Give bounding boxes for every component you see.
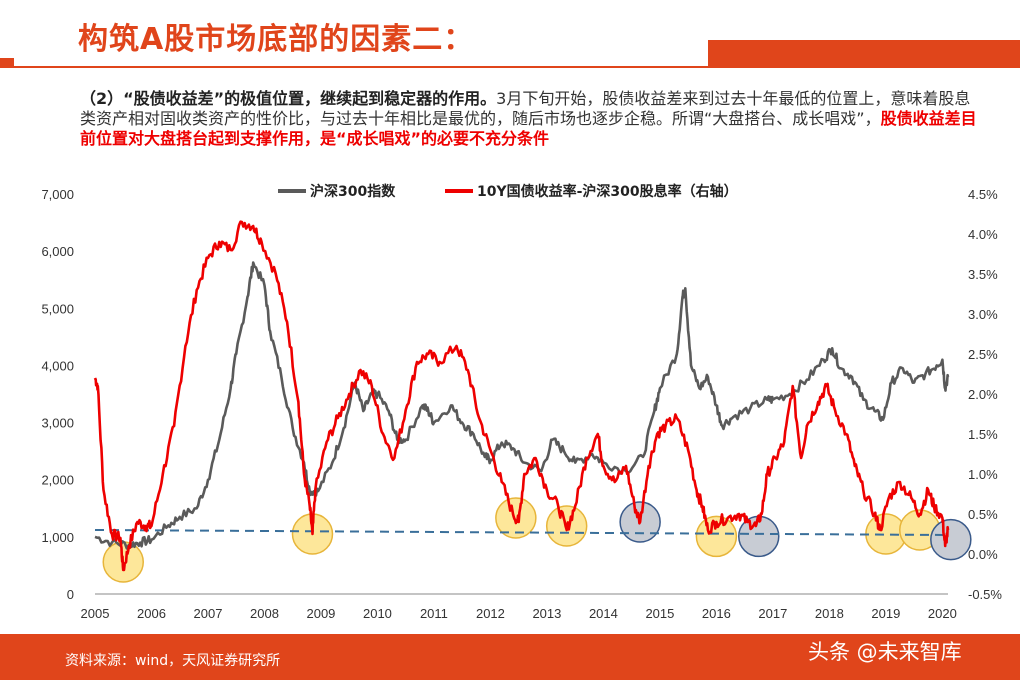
reference-dashed-line — [94, 529, 951, 536]
x-tick-label: 2005 — [81, 606, 110, 621]
y-right-tick-label: 1.0% — [968, 467, 998, 482]
x-tick-label: 2009 — [306, 606, 335, 621]
y-right-tick-label: 4.5% — [968, 187, 998, 202]
y-left-tick-label: 4,000 — [41, 358, 74, 373]
y-left-tick-label: 5,000 — [41, 301, 74, 316]
x-tick-label: 2007 — [194, 606, 223, 621]
y-right-tick-label: 3.0% — [968, 307, 998, 322]
x-tick-label: 2015 — [645, 606, 674, 621]
y-left-tick-label: 7,000 — [41, 187, 74, 202]
x-tick-label: 2008 — [250, 606, 279, 621]
y-left-tick-label: 6,000 — [41, 244, 74, 259]
footer-bar — [0, 634, 1020, 680]
y-axis-right: -0.5% 0.0% 0.5% 1.0% 1.5% 2.0% 2.5% 3.0% 3.5% 4.0… — [968, 187, 1002, 602]
y-left-tick-label: 0 — [67, 587, 74, 602]
x-tick-label: 2017 — [758, 606, 787, 621]
series-line-spread — [93, 220, 950, 572]
y-right-tick-label: 1.5% — [968, 427, 998, 442]
header-accent-mark — [0, 58, 14, 68]
highlight-circles — [102, 497, 972, 583]
x-tick-label: 2012 — [476, 606, 505, 621]
x-tick-label: 2018 — [815, 606, 844, 621]
y-right-tick-label: 2.5% — [968, 347, 998, 362]
x-tick-label: 2020 — [928, 606, 957, 621]
header-accent-bar — [708, 40, 1020, 68]
x-axis: 2005 2006 2007 2008 2009 2010 2011 2012 2013 2014… — [81, 593, 957, 621]
x-tick-label: 2014 — [589, 606, 618, 621]
legend-label-csi300: 沪深300指数 — [310, 183, 396, 200]
x-tick-label: 2013 — [532, 606, 561, 621]
y-right-tick-label: -0.5% — [968, 587, 1002, 602]
y-right-tick-label: 0.5% — [968, 507, 998, 522]
x-tick-label: 2011 — [420, 606, 448, 621]
y-axis-left: 0 1,000 2,000 3,000 4,000 5,000 6,000 7,000 — [41, 187, 74, 602]
intro-bold-text: （2）“股债收益差”的极值位置，继续起到稳定器的作用。 — [80, 89, 497, 108]
page-title: 构筑A股市场底部的因素二： — [78, 22, 475, 57]
x-tick-label: 2010 — [363, 606, 392, 621]
y-left-tick-label: 3,000 — [41, 416, 74, 431]
intro-body-text: 3月下旬开始，股债收益差来到过去十年最低的位置上，意味着股息类资产相对固收类资产… — [80, 89, 971, 128]
intro-red-text: 股债收益差目前位置对大盘搭台起到支撑作用，是“成长唱戏”的必要不充分条件 — [80, 109, 977, 148]
highlight-circle — [930, 518, 972, 561]
intro-paragraph: （2）“股债收益差”的极值位置，继续起到稳定器的作用。3月下旬开始，股债收益差来… — [80, 89, 980, 153]
x-tick-label: 2019 — [871, 606, 900, 621]
y-right-tick-label: 4.0% — [968, 227, 998, 242]
chart-legend: 沪深300指数 10Y国债收益率-沪深300股息率（右轴） — [278, 183, 738, 200]
x-tick-label: 2006 — [137, 606, 166, 621]
highlight-circle — [495, 497, 537, 539]
line-chart: 2005 2006 2007 2008 2009 2010 2011 2012 2013 2014… — [41, 183, 1002, 621]
source-note: 资料来源：wind，天风证券研究所 — [65, 653, 281, 669]
y-right-tick-label: 2.0% — [968, 387, 998, 402]
y-left-tick-label: 2,000 — [41, 473, 74, 488]
y-left-tick-label: 1,000 — [41, 530, 74, 545]
legend-label-spread: 10Y国债收益率-沪深300股息率（右轴） — [477, 183, 738, 200]
y-right-tick-label: 3.5% — [968, 267, 998, 282]
watermark-text: 头条 @未来智库 — [808, 640, 962, 664]
y-right-tick-label: 0.0% — [968, 547, 998, 562]
header-divider — [0, 66, 1020, 68]
series-line-csi300 — [94, 261, 950, 550]
x-tick-label: 2016 — [702, 606, 731, 621]
